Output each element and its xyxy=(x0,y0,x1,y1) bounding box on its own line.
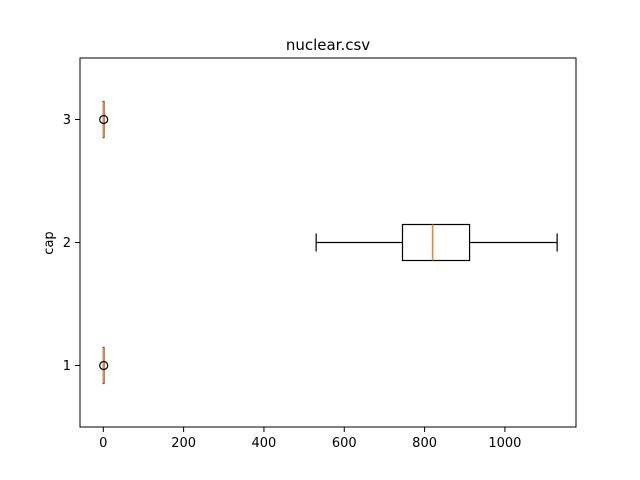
x-tick-label-3: 400 xyxy=(252,436,277,451)
x-tick-label-2: 200 xyxy=(171,436,196,451)
flier-1-1 xyxy=(99,360,109,371)
y-tick-label-2: 2 xyxy=(63,236,71,251)
x-tick-label-4: 600 xyxy=(332,436,357,451)
box-2 xyxy=(401,223,471,262)
y-tick-label-3: 3 xyxy=(63,113,71,128)
y-tick-label-1: 1 xyxy=(63,359,71,374)
y-axis-label: cap xyxy=(42,231,57,254)
chart-title: nuclear.csv xyxy=(286,36,370,54)
x-tick-label-5: 800 xyxy=(412,436,437,451)
x-tick-label-6: 1000 xyxy=(488,436,521,451)
flier-3-1 xyxy=(99,114,109,125)
plot-area: 0 200 400 600 800 1000 1 2 3 xyxy=(63,57,577,451)
x-tick-label-1: 0 xyxy=(99,436,107,451)
